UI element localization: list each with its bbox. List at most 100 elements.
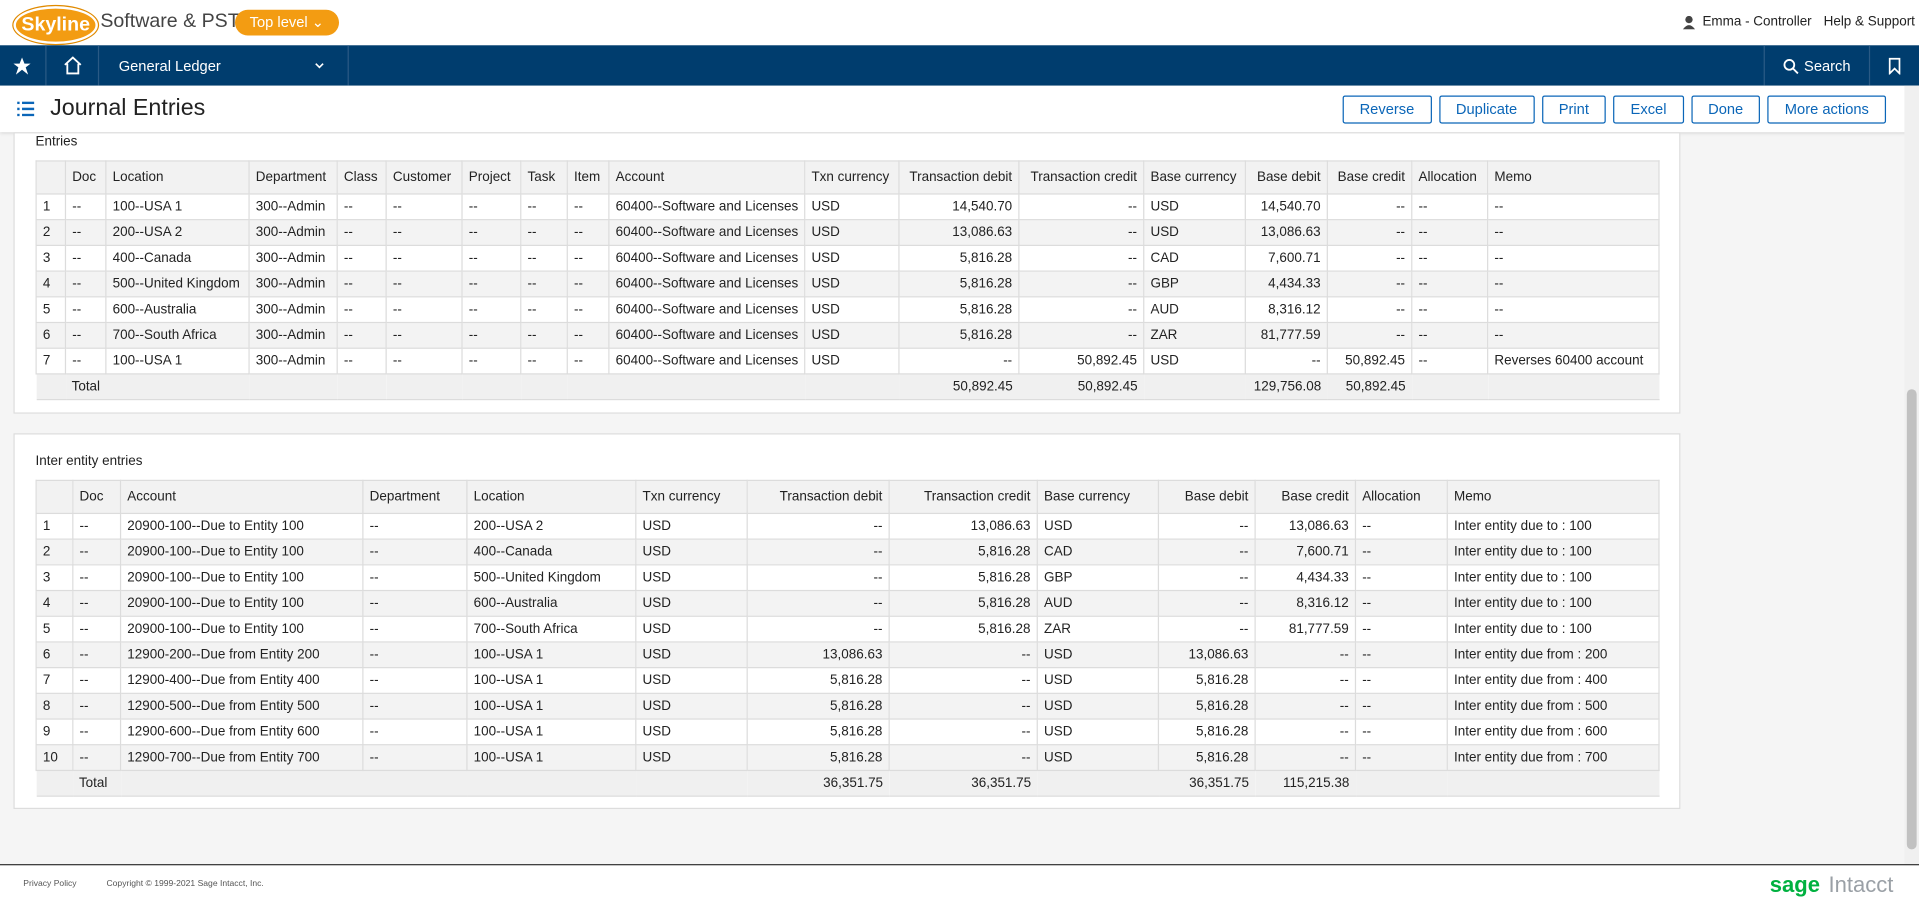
action-button[interactable]: Done	[1690, 95, 1761, 124]
cell: 8,316.12	[1254, 589, 1357, 617]
cell: --	[1354, 512, 1448, 540]
favorites-icon[interactable]	[13, 57, 31, 75]
entity-selector[interactable]: Top level ⌄	[234, 9, 339, 36]
cell: 60400--Software and Licenses	[608, 321, 806, 349]
cell: 100--USA 1	[466, 744, 637, 772]
action-button[interactable]: Print	[1541, 95, 1607, 124]
cell: --	[1487, 270, 1660, 298]
cell: --	[362, 744, 468, 772]
cell: 200--USA 2	[466, 512, 637, 540]
action-button[interactable]: Excel	[1613, 95, 1684, 124]
cell: --	[1354, 667, 1448, 694]
cell: --	[888, 667, 1038, 694]
total-cell	[1411, 373, 1488, 401]
scroll-thumb[interactable]	[1906, 389, 1917, 850]
cell: --	[72, 718, 122, 746]
cell: USD	[635, 564, 748, 592]
help-link[interactable]: Help & Support	[1823, 14, 1915, 30]
action-button[interactable]: Reverse	[1342, 95, 1432, 124]
cell: --	[72, 615, 122, 643]
cell: --	[566, 296, 610, 324]
cell: --	[362, 615, 468, 643]
cell: --	[1018, 270, 1145, 298]
entity-label: Top level	[249, 13, 308, 31]
bookmark-icon[interactable]	[1888, 57, 1901, 75]
cell: 81,777.59	[1254, 615, 1357, 643]
cell: 100--USA 1	[466, 718, 637, 746]
cell: 1	[35, 512, 74, 540]
cell: USD	[804, 296, 900, 324]
footer: Privacy Policy Copyright © 1999-2021 Sag…	[0, 864, 1919, 902]
home-icon[interactable]	[64, 56, 82, 75]
privacy-link[interactable]: Privacy Policy	[23, 879, 77, 889]
cell: Inter entity due from : 500	[1446, 692, 1660, 720]
nav-bar: General Ledger Search	[0, 45, 1919, 86]
table-row: 1 -- 20900-100--Due to Entity 100 -- 200--US…	[35, 512, 1660, 540]
column-header: Project	[461, 160, 522, 195]
cell: 4	[35, 589, 74, 617]
cell: 13,086.63	[898, 219, 1020, 247]
search-button[interactable]: Search	[1804, 57, 1851, 75]
cell: ZAR	[1036, 615, 1160, 643]
logo[interactable]: Skyline	[13, 6, 98, 45]
column-header: Location	[466, 479, 637, 515]
cell: 6	[35, 321, 67, 349]
list-icon[interactable]	[17, 101, 35, 117]
total-cell	[36, 769, 73, 797]
table-row: 2 -- 200--USA 2 300--Admin -- -- -- -- -- 60400--…	[35, 219, 1660, 247]
cell: USD	[1036, 512, 1160, 540]
cell: 14,540.70	[1244, 193, 1328, 221]
cell: --	[566, 244, 610, 272]
cell: USD	[635, 718, 748, 746]
column-header: Account	[119, 479, 364, 515]
column-header: Base debit	[1157, 479, 1256, 515]
cell: 20900-100--Due to Entity 100	[119, 512, 364, 540]
cell: 500--United Kingdom	[466, 564, 637, 592]
cell: --	[362, 718, 468, 746]
user-icon	[1682, 15, 1696, 30]
cell: --	[566, 347, 610, 375]
cell: AUD	[1143, 296, 1246, 324]
table-row: 4 -- 500--United Kingdom 300--Admin -- -- -- --…	[35, 270, 1660, 298]
cell: USD	[1036, 641, 1160, 669]
total-cell	[105, 373, 250, 401]
cell: --	[1411, 193, 1489, 221]
table-row: 6 -- 700--South Africa 300--Admin -- -- -- -- --…	[35, 321, 1660, 349]
cell: 8	[35, 692, 74, 720]
cell: --	[1254, 667, 1357, 694]
cell: --	[385, 193, 463, 221]
cell: 400--Canada	[466, 538, 637, 566]
cell: --	[1157, 615, 1256, 643]
cell: 13,086.63	[746, 641, 890, 669]
action-button[interactable]: Duplicate	[1438, 95, 1535, 124]
total-cell	[520, 373, 568, 401]
cell: 7,600.71	[1254, 538, 1357, 566]
cell: --	[1487, 193, 1660, 221]
brand-logo: sage	[1769, 872, 1820, 898]
cell: --	[1326, 321, 1413, 349]
total-row: Total 36,351.75 36,351.75 36,351.75 115,215.…	[36, 769, 1659, 797]
cell: --	[1018, 219, 1145, 247]
cell: --	[1157, 538, 1256, 566]
cell: Inter entity due to : 100	[1446, 538, 1660, 566]
cell: USD	[1036, 692, 1160, 720]
column-header: Allocation	[1354, 479, 1448, 515]
table-row: 7 -- 12900-400--Due from Entity 400 -- 100--…	[35, 667, 1660, 694]
cell: 50,892.45	[1326, 347, 1413, 375]
cell: --	[461, 193, 522, 221]
action-button[interactable]: More actions	[1767, 95, 1887, 124]
cell: --	[1018, 296, 1145, 324]
cell: --	[362, 512, 468, 540]
total-cell	[1143, 373, 1246, 401]
cell: USD	[1143, 193, 1246, 221]
cell: USD	[1036, 667, 1160, 694]
cell: --	[362, 564, 468, 592]
section-title: Inter entity entries	[35, 454, 143, 469]
cell: 60400--Software and Licenses	[608, 296, 806, 324]
cell: 5,816.28	[888, 589, 1038, 617]
cell: --	[64, 270, 107, 298]
module-selector[interactable]: General Ledger	[118, 57, 221, 75]
cell: 5,816.28	[746, 692, 890, 720]
user-menu[interactable]: Emma - Controller	[1702, 14, 1812, 30]
cell: --	[520, 270, 568, 298]
